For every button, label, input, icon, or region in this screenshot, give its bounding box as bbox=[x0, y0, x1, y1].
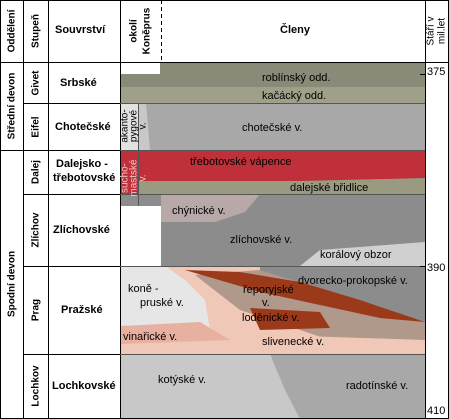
age-390: 390 bbox=[427, 262, 446, 274]
stupen-dalej: Dalej bbox=[30, 160, 42, 184]
label-akanto-3: v. bbox=[137, 122, 149, 130]
souvrstvi-srbske: Srbské bbox=[60, 77, 97, 89]
souvrstvi-chotecske: Chotečské bbox=[55, 121, 111, 133]
label-slivenecke: slivenecké v. bbox=[262, 336, 325, 348]
label-chotecske: chotečské v. bbox=[242, 122, 303, 134]
band-koralovy bbox=[300, 242, 425, 266]
stupen-prag: Prag bbox=[30, 298, 42, 322]
souvrstvi-dalejsko-2: třebotovské bbox=[53, 172, 116, 184]
label-dvorecko: dvorecko-prokopské v. bbox=[298, 275, 408, 287]
band-chotecske bbox=[121, 103, 425, 150]
label-kotyske: kotýské v. bbox=[158, 374, 207, 386]
label-konepruske-1: koně - bbox=[128, 283, 159, 295]
label-reporyjske-2: v. bbox=[262, 297, 270, 309]
header-stari-2: mil.let bbox=[436, 17, 448, 45]
label-konepruske-2: pruské v. bbox=[140, 297, 184, 309]
stupen-eifel: Eifel bbox=[30, 116, 42, 138]
header-cleny: Členy bbox=[280, 24, 310, 36]
label-suchomast-3: v. bbox=[137, 174, 149, 182]
souvrstvi-prazske: Pražské bbox=[61, 304, 103, 316]
label-kacacky: kačácký odd. bbox=[262, 90, 327, 102]
header-koneprus: Koněprus bbox=[141, 7, 153, 55]
souvrstvi-lochkovske: Lochkovské bbox=[52, 380, 116, 392]
oddeleni-spodni: Spodní devon bbox=[6, 250, 18, 318]
stupen-givet: Givet bbox=[30, 70, 42, 96]
label-reporyjske-1: řeporyjské bbox=[243, 284, 294, 296]
age-375: 375 bbox=[427, 66, 446, 78]
header-souvrstvi: Souvrství bbox=[55, 24, 106, 36]
band-vinaricke bbox=[121, 322, 230, 344]
label-radotinske: radotínské v. bbox=[346, 380, 409, 392]
label-roblinsky: roblínský odd. bbox=[262, 72, 331, 84]
age-410: 410 bbox=[427, 405, 446, 417]
band-akanto bbox=[121, 103, 138, 150]
band-roblinsky-left bbox=[121, 74, 160, 84]
header-okoli: okolí bbox=[128, 19, 140, 43]
stupen-zlichov: Zlíchov bbox=[30, 212, 42, 248]
label-lodenicke: loděnické v. bbox=[242, 312, 300, 324]
label-dalejske: dalejské břidlice bbox=[290, 182, 369, 194]
band-chynicke bbox=[161, 194, 260, 222]
band-radotinske bbox=[270, 354, 425, 419]
band-trebotovske bbox=[121, 150, 425, 181]
band-roblinsky bbox=[160, 62, 425, 87]
oddeleni-stredni: Střední devon bbox=[6, 72, 18, 140]
band-reporyjske bbox=[185, 270, 425, 322]
label-vinaricke: vinařické v. bbox=[123, 331, 178, 343]
label-chynicke: chýnické v. bbox=[172, 205, 226, 217]
souvrstvi-dalejsko-1: Dalejsko - bbox=[56, 158, 108, 170]
header-oddeleni: Oddělení bbox=[6, 9, 18, 53]
header-stupen: Stupeň bbox=[30, 14, 42, 48]
label-koralovy: korálový obzor bbox=[320, 249, 392, 261]
band-suchomast bbox=[121, 150, 138, 206]
header-stari-1: Stáří v bbox=[425, 16, 437, 46]
band-konepruske bbox=[121, 266, 210, 330]
band-kacacky bbox=[121, 87, 425, 103]
label-trebotovske: třebotovské vápence bbox=[190, 156, 292, 168]
stupen-lochkov: Lochkov bbox=[30, 365, 42, 407]
souvrstvi-zlichovske: Zlíchovské bbox=[53, 224, 110, 236]
label-zlichovske: zlíchovské v. bbox=[230, 234, 293, 246]
